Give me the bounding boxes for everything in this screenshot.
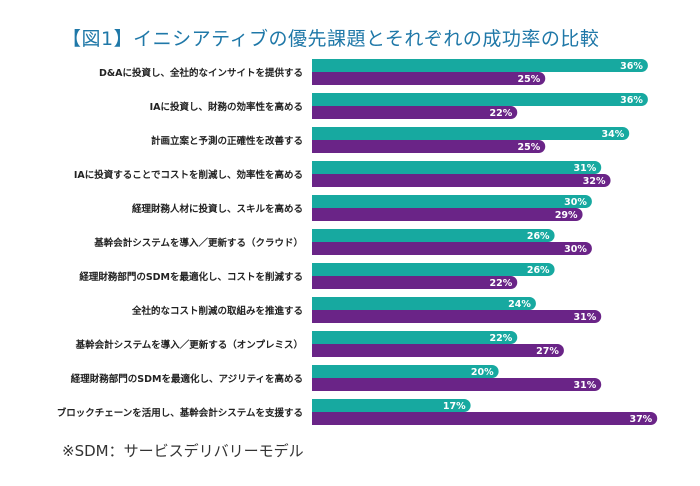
chart-title: 【図1】イニシアティブの優先課題とそれぞれの成功率の比較	[62, 28, 600, 50]
category-label: D&Aに投資し、全社的なインサイトを提供する	[99, 67, 303, 79]
data-label: 25%	[518, 74, 541, 85]
bar-series2	[312, 412, 658, 425]
category-label: 計画立案と予測の正確性を改善する	[151, 135, 303, 147]
footnote: ※SDM：サービスデリバリーモデル	[62, 442, 304, 460]
bar-series1	[312, 331, 518, 344]
category-label: 経理財務部門のSDMを最適化し、コストを削減する	[79, 271, 303, 283]
bar-series1	[312, 365, 499, 378]
bar-series2	[312, 378, 602, 391]
data-label: 36%	[620, 95, 643, 106]
data-label: 20%	[471, 367, 494, 378]
data-label: 29%	[555, 210, 578, 221]
data-label: 31%	[573, 380, 596, 391]
data-label: 22%	[490, 333, 513, 344]
data-label: 17%	[443, 401, 466, 412]
bar-series2	[312, 344, 564, 357]
bar-series1	[312, 161, 602, 174]
data-label: 30%	[564, 197, 587, 208]
bar-series1	[312, 127, 630, 140]
data-label: 31%	[573, 163, 596, 174]
data-label: 32%	[583, 176, 606, 187]
category-label: 経理財務部門のSDMを最適化し、アジリティを高める	[71, 373, 303, 385]
bar-series2	[312, 208, 583, 221]
bar-series1	[312, 297, 536, 310]
data-label: 25%	[518, 142, 541, 153]
category-label: ブロックチェーンを活用し、基幹会計システムを支援する	[57, 407, 303, 419]
bar-series1	[312, 263, 555, 276]
data-label: 22%	[490, 108, 513, 119]
data-label: 37%	[629, 414, 652, 425]
data-label: 24%	[508, 299, 531, 310]
bar-series1	[312, 229, 555, 242]
data-label: 22%	[490, 278, 513, 289]
category-label: 全社的なコスト削減の取組みを推進する	[131, 305, 303, 317]
category-label: 基幹会計システムを導入／更新する（クラウド）	[93, 237, 303, 249]
bar-series1	[312, 93, 648, 106]
bar-series1	[312, 59, 648, 72]
data-label: 26%	[527, 265, 550, 276]
bar-series2	[312, 140, 546, 153]
category-label: IAに投資し、財務の効率性を高める	[150, 101, 303, 113]
data-label: 34%	[601, 129, 624, 140]
bar-series2	[312, 242, 592, 255]
bar-series2	[312, 72, 546, 85]
data-label: 27%	[536, 346, 559, 357]
data-label: 30%	[564, 244, 587, 255]
category-label: IAに投資することでコストを削減し、効率性を高める	[74, 169, 303, 181]
data-label: 36%	[620, 61, 643, 72]
bar-series1	[312, 195, 592, 208]
bar-series2	[312, 310, 602, 323]
data-label: 26%	[527, 231, 550, 242]
bar-series2	[312, 276, 518, 289]
bar-series1	[312, 399, 471, 412]
bar-series2	[312, 174, 611, 187]
category-label: 基幹会計システムを導入／更新する（オンプレミス）	[75, 339, 303, 351]
category-label: 経理財務人材に投資し、スキルを高める	[132, 203, 303, 215]
bar-series2	[312, 106, 518, 119]
data-label: 31%	[573, 312, 596, 323]
